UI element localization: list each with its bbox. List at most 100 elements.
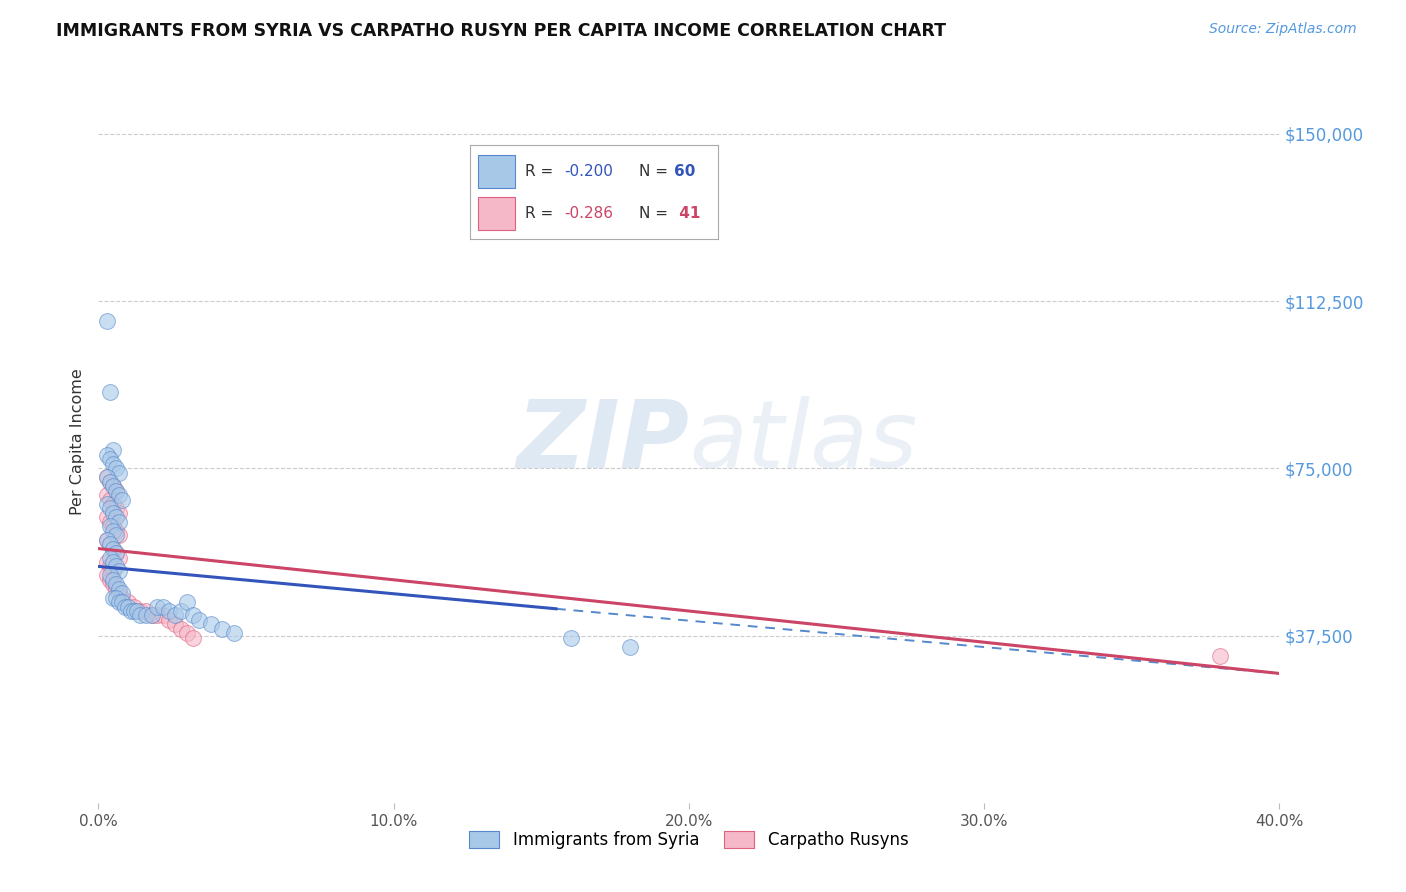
Point <box>200 617 222 632</box>
Point <box>165 617 187 632</box>
Point <box>96 497 118 511</box>
Point <box>105 577 128 591</box>
Point <box>96 448 118 462</box>
Point <box>103 541 125 556</box>
Point <box>105 483 128 498</box>
Point <box>98 573 121 587</box>
Point <box>103 457 125 471</box>
Point <box>108 550 131 565</box>
Point <box>98 515 121 529</box>
Point <box>108 528 131 542</box>
Point <box>103 564 125 578</box>
Point <box>108 488 131 502</box>
Point <box>103 573 125 587</box>
Point <box>111 492 134 507</box>
Point <box>98 501 121 516</box>
Point <box>108 515 131 529</box>
Point <box>103 497 125 511</box>
Point <box>105 591 128 605</box>
Point <box>108 595 131 609</box>
Point <box>152 599 174 614</box>
Point <box>157 604 180 618</box>
Point <box>111 586 134 600</box>
Point <box>103 479 125 493</box>
Point <box>103 506 125 520</box>
Text: IMMIGRANTS FROM SYRIA VS CARPATHO RUSYN PER CAPITA INCOME CORRELATION CHART: IMMIGRANTS FROM SYRIA VS CARPATHO RUSYN … <box>56 22 946 40</box>
Point <box>146 599 169 614</box>
Point <box>105 501 128 516</box>
Point <box>105 559 128 574</box>
Point <box>122 599 145 614</box>
Point <box>105 524 128 538</box>
Point <box>105 461 128 475</box>
Point <box>114 599 136 614</box>
Point <box>96 470 118 484</box>
Point <box>105 582 128 596</box>
Point <box>108 586 131 600</box>
Point <box>165 608 187 623</box>
Point <box>98 550 121 565</box>
Point <box>105 510 128 524</box>
Point <box>108 506 131 520</box>
Point <box>103 541 125 556</box>
Point <box>98 568 121 582</box>
Point <box>98 537 121 551</box>
Point <box>105 546 128 560</box>
Point <box>108 466 131 480</box>
Point <box>128 608 150 623</box>
Point <box>98 492 121 507</box>
Point <box>176 595 198 609</box>
Point <box>135 604 157 618</box>
Y-axis label: Per Capita Income: Per Capita Income <box>70 368 86 515</box>
Point <box>98 475 121 489</box>
Point <box>103 519 125 533</box>
Point <box>1209 648 1232 663</box>
Point <box>98 537 121 551</box>
Point <box>125 604 148 618</box>
Point <box>108 582 131 596</box>
Point <box>103 443 125 458</box>
Point <box>96 555 118 569</box>
Point <box>619 640 641 654</box>
Point <box>98 475 121 489</box>
Text: atlas: atlas <box>689 396 917 487</box>
Point <box>98 452 121 467</box>
Point <box>141 608 163 623</box>
Point <box>146 608 169 623</box>
Point <box>157 613 180 627</box>
Point <box>103 524 125 538</box>
Text: ZIP: ZIP <box>516 395 689 488</box>
Point <box>96 568 118 582</box>
Point <box>98 559 121 574</box>
Point <box>103 591 125 605</box>
Point <box>105 546 128 560</box>
Point <box>108 564 131 578</box>
Point <box>96 533 118 547</box>
Point <box>96 510 118 524</box>
Point <box>117 599 139 614</box>
Point <box>170 604 193 618</box>
Point <box>96 488 118 502</box>
Point <box>103 555 125 569</box>
Point <box>176 626 198 640</box>
Point <box>224 626 246 640</box>
Point <box>96 470 118 484</box>
Point <box>181 608 204 623</box>
Point <box>141 608 163 623</box>
Point <box>103 577 125 591</box>
Point <box>211 622 233 636</box>
Point <box>120 604 142 618</box>
Point <box>98 519 121 533</box>
Point <box>96 533 118 547</box>
Point <box>105 483 128 498</box>
Point <box>111 595 134 609</box>
Point <box>96 314 118 328</box>
Point <box>170 622 193 636</box>
Point <box>117 595 139 609</box>
Point <box>103 479 125 493</box>
Point <box>152 608 174 623</box>
Point <box>135 608 157 623</box>
Point <box>98 385 121 400</box>
Text: Source: ZipAtlas.com: Source: ZipAtlas.com <box>1209 22 1357 37</box>
Point <box>122 604 145 618</box>
